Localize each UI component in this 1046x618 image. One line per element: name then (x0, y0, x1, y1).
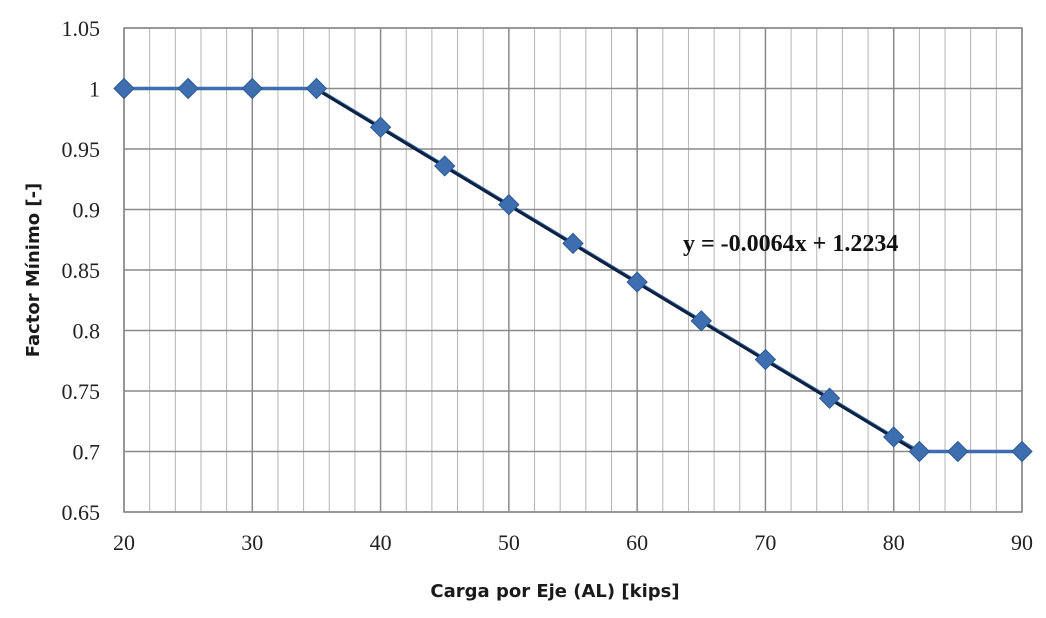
x-tick-label: 20 (113, 530, 135, 555)
data-point-marker (1011, 440, 1033, 463)
data-point-marker (241, 77, 263, 100)
x-tick-label: 80 (883, 530, 905, 555)
y-tick-label: 0.7 (73, 440, 101, 465)
data-point-marker (113, 77, 135, 100)
data-point-marker (562, 232, 584, 255)
y-tick-label: 0.75 (62, 379, 101, 404)
data-point-marker (908, 440, 931, 463)
data-point-marker (883, 426, 905, 448)
tick-labels: 20 30 40 50 60 70 80 90 0.65 0.7 0.75 0.8 0.85 0.9 0.9… (62, 16, 1034, 555)
x-tick-label: 50 (498, 530, 520, 555)
x-tick-label: 90 (1011, 530, 1033, 555)
trendline-group (315, 87, 921, 455)
y-tick-label: 0.65 (62, 500, 101, 525)
y-tick-label: 0.95 (62, 137, 101, 162)
data-point-marker (690, 310, 712, 332)
data-point-marker (754, 348, 777, 371)
y-axis-title: Factor Mínimo [-] (23, 183, 44, 358)
x-axis-title: Carga por Eje (AL) [kips] (430, 581, 679, 602)
data-point-marker (498, 193, 520, 216)
data-point-marker (305, 77, 328, 100)
grid (123, 27, 1023, 513)
x-tick-label: 70 (754, 530, 776, 555)
data-point-marker (626, 271, 648, 293)
y-tick-label: 1 (89, 77, 100, 102)
y-tick-label: 0.85 (62, 258, 101, 283)
markers (113, 77, 1033, 463)
x-tick-label: 30 (241, 530, 263, 555)
data-point-marker (818, 387, 841, 409)
trendline-equation: y = -0.0064x + 1.2234 (683, 231, 898, 257)
y-tick-label: 0.9 (73, 198, 101, 223)
x-tick-label: 40 (370, 530, 392, 555)
y-tick-label: 0.8 (73, 319, 101, 344)
data-point-marker (177, 77, 199, 100)
trendline (315, 87, 921, 455)
data-point-marker (947, 440, 969, 463)
data-point-marker (434, 155, 456, 177)
y-tick-label: 1.05 (62, 16, 101, 41)
data-point-marker (369, 116, 392, 138)
x-tick-label: 60 (626, 530, 648, 555)
